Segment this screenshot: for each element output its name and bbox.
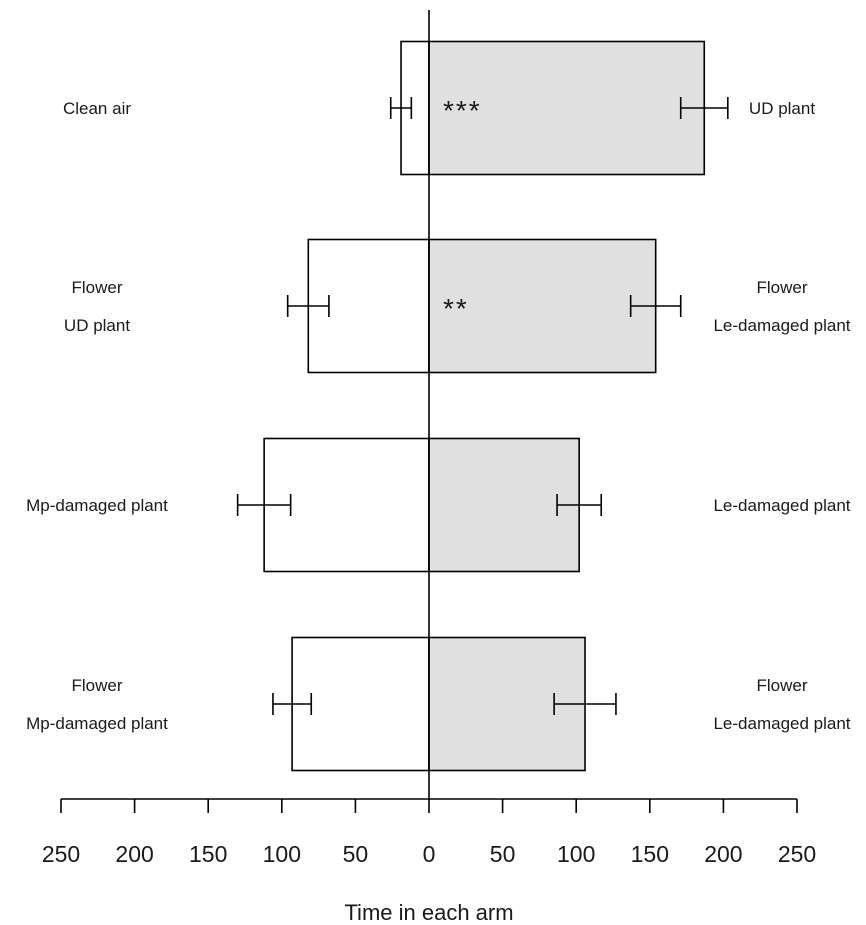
- error-bar-left-4: [272, 693, 313, 715]
- error-bar-right-2: [629, 295, 682, 317]
- x-axis-title: Time in each arm: [344, 900, 513, 925]
- label-left-4-1: Flower: [71, 676, 122, 695]
- x-axis: 250 200 150 100 50 0 50 100 150 200 250: [42, 798, 816, 867]
- error-bar-right-1: [679, 97, 729, 119]
- label-right-4-2: Le-damaged plant: [713, 714, 850, 733]
- label-left-1-1: Clean air: [63, 99, 131, 118]
- bars-layer: [263, 40, 706, 772]
- bar-right-1: [428, 40, 706, 176]
- x-tick-label-4: 100: [263, 841, 301, 867]
- x-tick-label-7: 50: [490, 841, 516, 867]
- label-left-2-2: UD plant: [64, 316, 130, 335]
- x-tick-label-8: 100: [557, 841, 595, 867]
- x-tick-label-5: 50: [343, 841, 369, 867]
- error-bars-layer: [236, 97, 729, 715]
- error-bar-right-4: [553, 693, 617, 715]
- label-right-2-1: Flower: [756, 278, 807, 297]
- label-left-3-1: Mp-damaged plant: [26, 496, 168, 515]
- x-tick-label-2: 200: [115, 841, 153, 867]
- label-right-2-2: Le-damaged plant: [713, 316, 850, 335]
- error-bar-right-3: [556, 494, 603, 516]
- x-tick-label-9: 150: [631, 841, 669, 867]
- significance-marker-1: ***: [443, 95, 482, 126]
- bar-right-3: [428, 437, 580, 573]
- label-right-3-1: Le-damaged plant: [713, 496, 850, 515]
- bar-left-3: [263, 437, 430, 573]
- x-tick-label-6: 0: [423, 841, 436, 867]
- x-tick-label-10: 200: [704, 841, 742, 867]
- bar-left-4: [291, 636, 430, 772]
- bar-right-2: [428, 238, 657, 374]
- label-right-4-1: Flower: [756, 676, 807, 695]
- label-right-1-1: UD plant: [749, 99, 815, 118]
- error-bar-left-2: [286, 295, 330, 317]
- error-bar-left-3: [236, 494, 292, 516]
- label-left-4-2: Mp-damaged plant: [26, 714, 168, 733]
- significance-layer: *****: [443, 95, 482, 324]
- significance-marker-2: **: [443, 293, 469, 324]
- label-left-2-1: Flower: [71, 278, 122, 297]
- x-tick-label-11: 250: [778, 841, 816, 867]
- error-bar-left-1: [389, 97, 413, 119]
- category-labels-layer: Clean air UD plant Flower UD plant Flower Le-…: [26, 99, 851, 733]
- x-tick-label-3: 150: [189, 841, 227, 867]
- x-tick-label-1: 250: [42, 841, 80, 867]
